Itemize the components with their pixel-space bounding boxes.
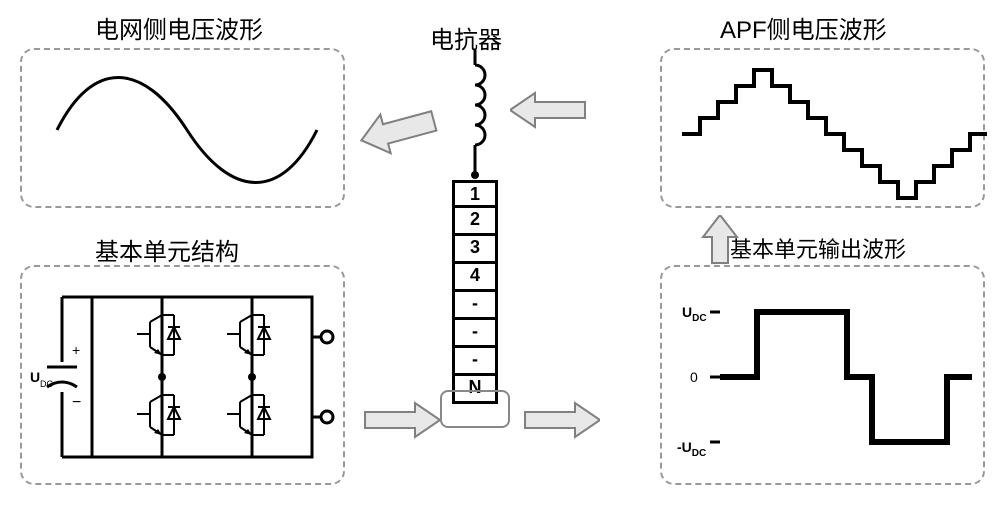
arrow-right-top (510, 90, 590, 130)
igbt-tl (137, 315, 180, 355)
square-label-lo: -UDC (677, 439, 706, 459)
title-unit-output: 基本单元输出波形 (730, 232, 906, 264)
arrow-right-bottom (520, 400, 600, 440)
panel-sine (20, 48, 345, 208)
title-apf-waveform: APF侧电压波形 (720, 10, 887, 45)
stack-cell-2: 2 (452, 208, 498, 236)
stack-cell-1: 1 (452, 180, 498, 208)
igbt-br (227, 395, 270, 435)
title-grid-waveform: 电网侧电压波形 (95, 10, 263, 45)
cap-plus: + (72, 342, 80, 358)
udc-sub: DC (40, 379, 53, 389)
udc-label: U (30, 369, 40, 385)
square-label-zero: 0 (690, 369, 698, 385)
title-hbridge: 基本单元结构 (95, 232, 239, 267)
arrow-up-right (700, 215, 740, 265)
sine-wave (22, 50, 347, 210)
cell-stack: 1 2 3 4 - - - N (452, 180, 498, 404)
square-label-hi: UDC (682, 304, 707, 324)
panel-staircase (660, 48, 985, 208)
igbt-tr (227, 315, 270, 355)
panel-hbridge: + − U DC (20, 265, 345, 485)
arrow-left-bottom (360, 400, 440, 440)
inductor-icon (445, 50, 505, 180)
hbridge-circuit: + − U DC (22, 267, 347, 487)
panel-square: UDC 0 -UDC (660, 265, 985, 485)
stack-cell-4: 4 (452, 264, 498, 292)
stack-cell-7: - (452, 348, 498, 376)
stack-cell-5: - (452, 292, 498, 320)
arrow-left-top (360, 105, 440, 155)
igbt-bl (137, 395, 180, 435)
stack-highlight (440, 390, 510, 428)
staircase-wave (662, 50, 987, 210)
square-wave: UDC 0 -UDC (662, 267, 987, 487)
cap-minus: − (72, 394, 81, 411)
stack-cell-3: 3 (452, 236, 498, 264)
stack-cell-6: - (452, 320, 498, 348)
